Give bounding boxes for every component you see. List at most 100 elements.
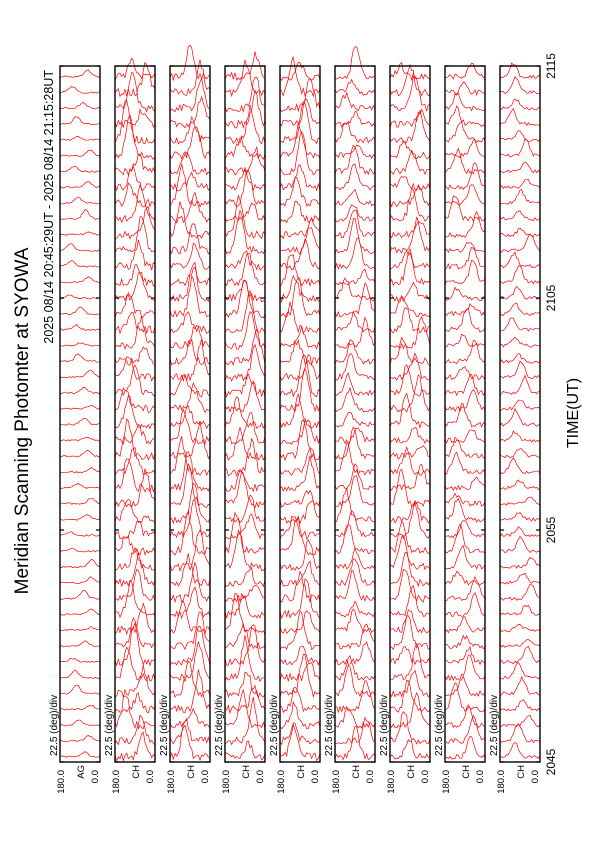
time-ticks-group: 2045 2055 2105 2115 <box>544 53 558 776</box>
scan-trace <box>59 181 101 189</box>
scan-trace <box>279 662 321 682</box>
scan-trace <box>59 294 101 300</box>
scan-trace <box>59 547 101 553</box>
scan-trace <box>334 569 376 602</box>
scan-trace <box>169 44 211 82</box>
scan-trace <box>334 311 376 333</box>
scan-trace <box>444 616 486 634</box>
scan-trace <box>114 315 156 350</box>
scan-trace <box>59 136 101 141</box>
scan-trace <box>499 496 541 506</box>
scan-trace <box>169 77 211 113</box>
scan-trace <box>114 418 156 461</box>
scan-trace <box>224 343 266 382</box>
scan-trace <box>334 426 376 460</box>
scan-trace <box>59 276 101 284</box>
scan-trace <box>334 209 376 239</box>
scan-trace <box>334 487 376 523</box>
scan-trace <box>499 360 541 379</box>
scan-trace <box>279 538 321 572</box>
scan-trace <box>499 698 541 712</box>
scan-trace <box>279 164 321 192</box>
scan-trace <box>169 451 211 492</box>
scan-trace <box>499 512 541 522</box>
scan-trace <box>59 342 101 347</box>
elevation-min-label: 0.0 <box>530 770 541 783</box>
scan-trace <box>224 327 266 367</box>
scan-trace <box>279 455 321 493</box>
scan-trace <box>224 396 266 430</box>
scan-trace <box>279 101 321 145</box>
scan-trace <box>224 671 266 699</box>
scan-trace <box>499 479 541 490</box>
scan-trace <box>499 645 541 665</box>
scan-trace <box>279 686 321 714</box>
scan-trace <box>114 114 156 161</box>
channel-label: CH <box>461 765 472 779</box>
scan-trace <box>114 695 156 730</box>
scan-trace <box>114 311 156 335</box>
scan-trace <box>169 509 211 556</box>
scan-trace <box>389 669 431 698</box>
scan-trace <box>169 151 211 176</box>
scan-trace <box>169 163 211 208</box>
scan-trace <box>224 696 266 746</box>
scan-trace <box>334 372 376 397</box>
scan-trace <box>334 523 376 555</box>
scan-trace <box>114 546 156 571</box>
scan-trace <box>279 177 321 208</box>
scan-trace <box>114 580 156 619</box>
scan-trace <box>444 520 486 539</box>
time-tick-label: 2055 <box>544 516 558 543</box>
scan-trace <box>390 140 431 160</box>
scan-trace <box>224 380 266 413</box>
scan-trace <box>59 386 101 395</box>
scan-trace <box>224 169 266 208</box>
scan-trace <box>59 498 101 505</box>
scan-trace <box>335 608 376 634</box>
scan-trace <box>114 264 156 287</box>
scan-trace <box>334 188 376 207</box>
scan-trace <box>224 289 266 334</box>
scan-trace <box>444 105 486 128</box>
scan-trace <box>169 115 211 145</box>
elevation-min-label: 0.0 <box>200 770 211 783</box>
scan-trace <box>169 95 211 129</box>
scan-trace <box>59 450 101 458</box>
scan-trace <box>169 338 211 366</box>
scan-trace <box>499 188 541 205</box>
scan-trace <box>114 521 156 540</box>
scan-trace <box>114 458 156 493</box>
scan-trace <box>499 536 541 554</box>
scan-trace <box>59 684 101 695</box>
scan-trace <box>389 374 431 413</box>
scan-trace <box>279 610 320 651</box>
scan-trace <box>389 316 431 350</box>
scan-trace <box>499 714 541 728</box>
scan-trace <box>59 608 101 616</box>
scan-trace <box>334 121 376 144</box>
scan-trace <box>334 411 376 428</box>
scan-trace <box>499 62 541 79</box>
scan-trace <box>334 78 376 96</box>
scan-trace <box>224 412 266 445</box>
scan-trace <box>334 463 376 490</box>
scan-trace <box>169 408 211 446</box>
scan-trace <box>224 209 266 255</box>
elevation-max-label: 180.0 <box>441 770 452 794</box>
scan-trace <box>444 147 486 175</box>
scan-trace <box>59 657 101 663</box>
scan-trace <box>59 576 101 584</box>
scan-trace <box>169 611 211 651</box>
panel-1: 22.5 (deg)/div AG 180.0 0.0 <box>49 65 101 794</box>
scan-trace <box>169 553 211 587</box>
scan-trace <box>114 71 156 113</box>
scan-trace <box>444 339 486 365</box>
panel-7: 22.5 (deg)/div CH 180.0 0.0 <box>379 62 431 794</box>
time-tick-label: 2045 <box>544 748 558 775</box>
scan-trace <box>389 739 431 760</box>
scan-trace <box>114 99 156 145</box>
scan-trace <box>445 62 485 80</box>
scan-trace <box>224 566 266 588</box>
scan-trace <box>279 418 321 462</box>
